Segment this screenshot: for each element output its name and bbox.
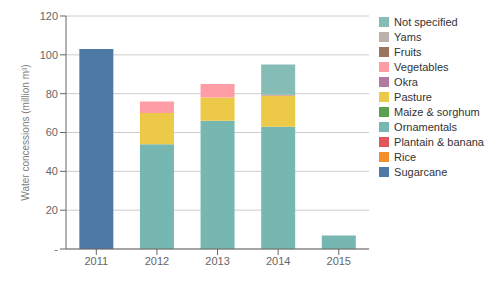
- html-text:Sugarcane: Sugarcane: [394, 166, 448, 178]
- html-text:Fruits: Fruits: [394, 46, 422, 58]
- svg-text:80: 80: [46, 88, 58, 100]
- svg-text:Water concessions (million m³): Water concessions (million m³): [20, 64, 31, 200]
- html-text:Yams: Yams: [394, 31, 422, 43]
- html-text:Plantain & banana: Plantain & banana: [394, 136, 484, 148]
- html-text:Vegetables: Vegetables: [394, 61, 449, 73]
- svg-text:2014: 2014: [266, 255, 290, 267]
- svg-text:20: 20: [46, 204, 58, 216]
- html-text:Pasture: Pasture: [394, 91, 432, 103]
- svg-text:2011: 2011: [84, 255, 108, 267]
- html-text:Maize & sorghum: Maize & sorghum: [394, 106, 480, 118]
- svg-text:100: 100: [40, 49, 58, 61]
- html-text:Ornamentals: Ornamentals: [394, 121, 458, 133]
- html-text:Okra: Okra: [394, 76, 418, 88]
- svg-text:2015: 2015: [327, 255, 351, 267]
- html-text:Rice: Rice: [394, 151, 417, 163]
- svg-text:40: 40: [46, 165, 58, 177]
- svg-text:60: 60: [46, 126, 58, 138]
- html-text:Not specified: Not specified: [394, 16, 458, 28]
- svg-text:2012: 2012: [145, 255, 169, 267]
- svg-text:2013: 2013: [205, 255, 229, 267]
- svg-text:120: 120: [40, 10, 58, 22]
- svg-text:-: -: [54, 243, 58, 255]
